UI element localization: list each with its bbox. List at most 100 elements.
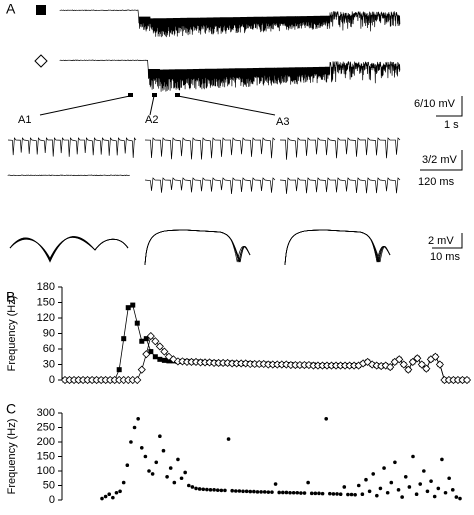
point [201, 487, 206, 492]
point [161, 357, 167, 363]
y-tick-label: 30 [43, 358, 55, 370]
point [244, 489, 249, 494]
point [375, 493, 379, 498]
y-tick-label: 200 [37, 436, 55, 448]
point [302, 491, 307, 495]
scale-bar [420, 150, 463, 171]
point [389, 480, 394, 485]
voltage-trace [59, 59, 401, 92]
scale-label: 6/10 mV [414, 98, 456, 110]
point [194, 486, 198, 491]
point [107, 492, 112, 497]
point [205, 487, 209, 492]
voltage-trace [284, 229, 391, 266]
point [125, 463, 130, 468]
point [226, 437, 231, 441]
voltage-trace [9, 236, 129, 262]
diamond-marker [34, 54, 48, 68]
point [360, 492, 365, 497]
panel-label: B [6, 289, 15, 305]
point [356, 483, 361, 488]
point [313, 491, 318, 496]
y-tick-label: 0 [49, 494, 55, 506]
point [146, 332, 155, 341]
point [111, 495, 115, 500]
point [418, 482, 423, 486]
scale-label: 1 s [444, 119, 459, 131]
point [447, 476, 451, 481]
point [118, 489, 122, 494]
point [324, 417, 329, 421]
voltage-trace [279, 177, 401, 194]
connector [177, 95, 276, 116]
point [259, 490, 263, 494]
voltage-trace [9, 236, 129, 261]
point [306, 480, 310, 485]
voltage-trace [144, 229, 251, 266]
y-tick-label: 300 [37, 407, 55, 419]
y-axis-label: Frequency (Hz) [6, 419, 18, 495]
point [429, 479, 433, 483]
voltage-trace [9, 236, 129, 263]
point [396, 488, 401, 492]
point [328, 491, 332, 496]
panel-label: A [6, 1, 16, 17]
point [252, 489, 256, 494]
point [422, 469, 426, 473]
y-tick-label: 0 [49, 374, 55, 386]
segment-marker [152, 93, 157, 97]
point [431, 352, 440, 361]
point [172, 480, 177, 485]
point [183, 470, 187, 475]
point [143, 336, 149, 342]
scale-label: 2 mV [428, 235, 454, 247]
point [462, 375, 472, 385]
point [165, 475, 169, 479]
y-tick-label: 150 [37, 450, 55, 462]
point [349, 492, 354, 497]
point [134, 320, 140, 326]
point [277, 490, 281, 495]
y-tick-label: 90 [43, 327, 55, 339]
point [273, 482, 278, 486]
connector [39, 95, 131, 116]
voltage-trace [9, 237, 129, 260]
point [161, 448, 166, 453]
point [130, 302, 136, 308]
point [342, 485, 347, 489]
point [317, 491, 321, 496]
point [148, 349, 154, 355]
voltage-trace [144, 177, 276, 194]
y-axis-label: Frequency (Hz) [6, 296, 18, 372]
point [152, 354, 158, 360]
point [385, 490, 390, 495]
point [116, 367, 122, 373]
point [129, 440, 133, 444]
inset-label: A1 [18, 114, 31, 126]
point [395, 355, 404, 364]
point [386, 363, 395, 372]
point [143, 454, 148, 459]
point [266, 490, 271, 494]
point [414, 492, 419, 497]
point [262, 490, 267, 494]
point [100, 496, 104, 501]
point [371, 472, 376, 476]
point [407, 485, 412, 489]
point [142, 350, 151, 359]
point [270, 490, 274, 494]
point [454, 495, 459, 499]
point [432, 494, 437, 499]
scale-bar [432, 233, 463, 249]
inset-label: A2 [145, 114, 158, 126]
point [223, 488, 227, 493]
point [288, 490, 292, 495]
point [230, 488, 234, 493]
point [248, 489, 253, 494]
point [335, 492, 339, 496]
point [136, 417, 140, 421]
point [158, 434, 162, 439]
scale-label: 10 ms [430, 251, 460, 263]
point [435, 360, 444, 369]
